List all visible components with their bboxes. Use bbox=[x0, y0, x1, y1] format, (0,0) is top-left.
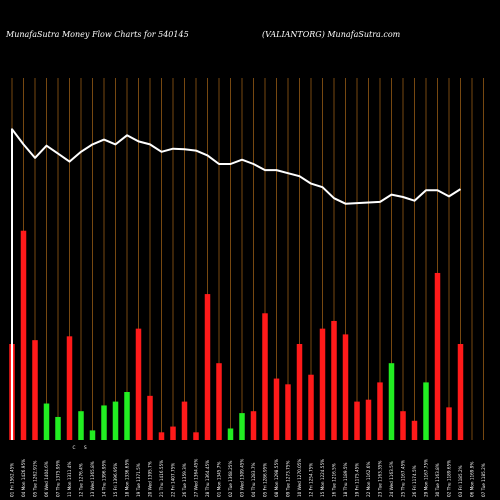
bar-30 bbox=[342, 334, 349, 440]
bar-label-c: C bbox=[73, 445, 76, 450]
x-tick-label: 05 Tue 1262.91% bbox=[33, 461, 38, 497]
x-tick-label: 05 Fri 1286.95% bbox=[263, 463, 268, 497]
bar-31 bbox=[354, 401, 360, 440]
x-tick-label: 06 Mon 1169.9% bbox=[470, 462, 475, 497]
bar-9 bbox=[101, 405, 107, 440]
x-tick-label: 23 Tue 1163.35% bbox=[378, 461, 383, 497]
x-tick-label: 19 Tue 1371.5% bbox=[136, 463, 141, 497]
bar-21 bbox=[239, 413, 245, 440]
bar-36 bbox=[411, 420, 418, 440]
grid-lines bbox=[11, 78, 484, 440]
x-tick-label: 24 Wed 1163.5% bbox=[389, 461, 394, 497]
x-tick-label: 08 Mon 1298.55% bbox=[274, 459, 279, 497]
x-tick-label: 12 Fri 1254.75% bbox=[309, 463, 314, 497]
line-group bbox=[11, 128, 462, 440]
bar-20 bbox=[227, 428, 234, 440]
x-tick-label: 21 Thu 1416.55% bbox=[159, 460, 164, 497]
x-tick-label: 22 Mon 1162.6% bbox=[366, 462, 371, 497]
bar-11 bbox=[124, 392, 130, 440]
x-tick-label: 30 Tue 1163.8% bbox=[435, 463, 440, 497]
bar-2 bbox=[20, 230, 27, 440]
bar-34 bbox=[388, 363, 395, 440]
x-tick-label: 26 Fri 1174.5% bbox=[412, 465, 417, 497]
x-tick-label: 01 Fri 1562.45% bbox=[10, 463, 15, 497]
bar-19 bbox=[216, 363, 222, 440]
bar-15 bbox=[170, 426, 176, 440]
x-tick-label: 18 Thu 1189.5% bbox=[343, 462, 348, 497]
x-tick-label: 02 Tue 1368.25% bbox=[228, 461, 233, 497]
bar-28 bbox=[319, 328, 326, 440]
x-tick-label: 11 Mon 1311.4% bbox=[67, 462, 72, 497]
x-tick-label: 09 Tue 1273.75% bbox=[286, 461, 291, 497]
bar-32 bbox=[365, 399, 372, 440]
bar-39 bbox=[446, 407, 452, 440]
bar-3 bbox=[32, 340, 38, 440]
x-tick-label: 16 Tue 1216.5% bbox=[332, 463, 337, 497]
bar-5 bbox=[55, 416, 61, 440]
bar-38 bbox=[434, 272, 441, 440]
x-tick-label: 07 Thu 1375.95% bbox=[56, 460, 61, 497]
bar-25 bbox=[285, 384, 291, 440]
x-tick-label: 28 Thu 1364.45% bbox=[205, 460, 210, 497]
x-tick-label: 07 Tue 1185.2% bbox=[481, 463, 486, 497]
x-tick-label: 01 Mon 1345.7% bbox=[217, 462, 222, 497]
bar-13 bbox=[147, 395, 153, 440]
bar-4 bbox=[43, 403, 50, 440]
x-tick-label: 14 Thu 1396.95% bbox=[102, 460, 107, 497]
x-tick-label: 12 Tue 1276.4% bbox=[79, 463, 84, 497]
bar-23 bbox=[262, 313, 268, 440]
bar-24 bbox=[273, 378, 280, 440]
x-tick-label: 13 Wed 1365.8% bbox=[90, 461, 95, 497]
bar-14 bbox=[158, 432, 165, 440]
bar-37 bbox=[423, 382, 429, 440]
bar-33 bbox=[377, 382, 383, 440]
bar-10 bbox=[112, 401, 119, 440]
bar-29 bbox=[331, 320, 337, 440]
x-tick-label: 02 Thu 1189.65% bbox=[447, 460, 452, 497]
x-tick-label: 03 Wed 1309.45% bbox=[240, 459, 245, 497]
bar-6 bbox=[66, 336, 73, 440]
bar-22 bbox=[250, 411, 257, 440]
bar-7 bbox=[78, 411, 84, 440]
bar-35 bbox=[400, 411, 406, 440]
money-flow-line bbox=[11, 128, 462, 440]
chart-subtitle: (VALIANTORG) MunafaSutra.com bbox=[262, 30, 401, 39]
bar-18 bbox=[204, 294, 211, 440]
bar-40 bbox=[457, 344, 464, 440]
x-tick-label: 15 Mon 1224.55% bbox=[320, 459, 325, 497]
x-tick-label: 25 Thu 1167.45% bbox=[401, 460, 406, 497]
x-tick-label: 29 Mon 1167.75% bbox=[424, 459, 429, 497]
x-tick-label: 10 Wed 1270.05% bbox=[297, 459, 302, 497]
x-tick-label: 20 Wed 1395.7% bbox=[148, 461, 153, 497]
x-tick-label: 18 Mon 1336.65% bbox=[125, 459, 130, 497]
x-tick-label: 27 Wed 1364.45% bbox=[194, 459, 199, 497]
bar-16 bbox=[181, 401, 188, 440]
bar-26 bbox=[296, 344, 303, 440]
x-tick-label: 04 Thu 1283.7% bbox=[251, 462, 256, 497]
bar-8 bbox=[89, 430, 96, 440]
bar-27 bbox=[308, 374, 314, 440]
x-tick-label: 03 Fri 1185.2% bbox=[458, 465, 463, 497]
bar-17 bbox=[193, 432, 199, 440]
x-tick-label: 15 Fri 1396.95% bbox=[113, 463, 118, 497]
x-tick-label: 06 Wed 1404.6% bbox=[44, 461, 49, 497]
bar-12 bbox=[135, 328, 142, 440]
bar-label-s: S bbox=[84, 445, 87, 450]
x-tick-label: 19 Fri 1175.45% bbox=[355, 463, 360, 497]
chart-title: MunafaSutra Money Flow Charts for 540145 bbox=[5, 30, 189, 39]
x-tick-label: 22 Fri 1407.75% bbox=[171, 463, 176, 497]
x-axis-tick-labels: 01 Fri 1562.45% 04 Mon 1426.95% 05 Tue 126… bbox=[10, 459, 487, 497]
x-tick-label: 04 Mon 1426.95% bbox=[21, 459, 26, 497]
x-tick-label: 26 Tue 1359.3% bbox=[182, 463, 187, 497]
